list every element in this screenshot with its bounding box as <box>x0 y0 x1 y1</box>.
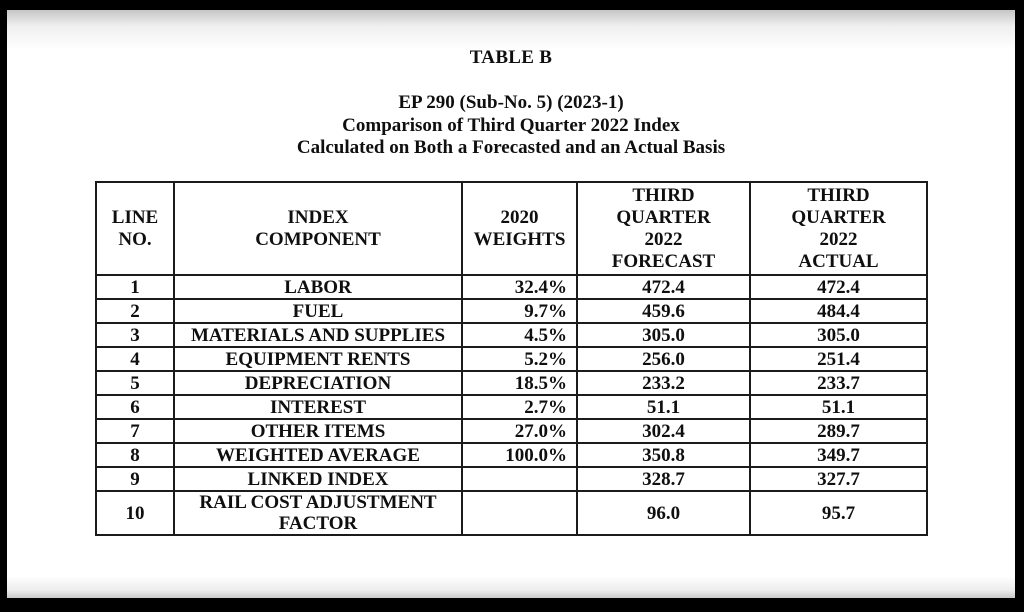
title-line-basis: Calculated on Both a Forecasted and an A… <box>296 137 726 158</box>
cell-forecast: 96.0 <box>576 490 751 536</box>
cell-forecast: 305.0 <box>576 322 751 348</box>
table-row: 2 FUEL 9.7% 459.6 484.4 <box>95 298 928 324</box>
cell-line-no: 5 <box>95 370 175 396</box>
cell-actual: 472.4 <box>749 274 928 300</box>
cell-weight <box>461 466 578 492</box>
header-index-component: INDEX COMPONENT <box>173 181 463 276</box>
cell-forecast: 233.2 <box>576 370 751 396</box>
table-row: 9 LINKED INDEX 328.7 327.7 <box>95 466 928 492</box>
header-line-no: LINE NO. <box>95 181 175 276</box>
cell-forecast: 459.6 <box>576 298 751 324</box>
cell-component: LABOR <box>173 274 463 300</box>
cell-line-no: 9 <box>95 466 175 492</box>
document-title-block: EP 290 (Sub-No. 5) (2023-1) Comparison o… <box>7 92 1015 160</box>
cell-line-no: 3 <box>95 322 175 348</box>
cell-forecast: 256.0 <box>576 346 751 372</box>
header-2020-weights: 2020 WEIGHTS <box>461 181 578 276</box>
cell-weight: 27.0% <box>461 418 578 444</box>
cell-component: WEIGHTED AVERAGE <box>173 442 463 468</box>
table-row: 8 WEIGHTED AVERAGE 100.0% 350.8 349.7 <box>95 442 928 468</box>
cell-line-no: 7 <box>95 418 175 444</box>
cell-line-no: 2 <box>95 298 175 324</box>
table-row: 6 INTEREST 2.7% 51.1 51.1 <box>95 394 928 420</box>
title-line-comparison: Comparison of Third Quarter 2022 Index <box>342 114 680 136</box>
table-row: 1 LABOR 32.4% 472.4 472.4 <box>95 274 928 300</box>
cell-line-no: 8 <box>95 442 175 468</box>
table-row: 4 EQUIPMENT RENTS 5.2% 256.0 251.4 <box>95 346 928 372</box>
cell-line-no: 10 <box>95 490 175 536</box>
header-q3-2022-actual: THIRD QUARTER 2022 ACTUAL <box>749 181 928 276</box>
cell-forecast: 328.7 <box>576 466 751 492</box>
cell-forecast: 472.4 <box>576 274 751 300</box>
title-line-docket: EP 290 (Sub-No. 5) (2023-1) <box>398 92 624 113</box>
table-label: TABLE B <box>469 47 553 68</box>
cell-weight: 2.7% <box>461 394 578 420</box>
cell-weight <box>461 490 578 536</box>
cell-component: FUEL <box>173 298 463 324</box>
cell-weight: 9.7% <box>461 298 578 324</box>
cell-component: LINKED INDEX <box>173 466 463 492</box>
cell-actual: 327.7 <box>749 466 928 492</box>
cell-component: OTHER ITEMS <box>173 418 463 444</box>
table-row: 7 OTHER ITEMS 27.0% 302.4 289.7 <box>95 418 928 444</box>
cell-weight: 5.2% <box>461 346 578 372</box>
cell-weight: 32.4% <box>461 274 578 300</box>
cell-component: RAIL COST ADJUSTMENT FACTOR <box>173 490 463 536</box>
cell-component: EQUIPMENT RENTS <box>173 346 463 372</box>
table-header-row: LINE NO. INDEX COMPONENT 2020 WEIGHTS TH… <box>95 181 928 276</box>
cell-weight: 4.5% <box>461 322 578 348</box>
cell-actual: 251.4 <box>749 346 928 372</box>
cell-actual: 289.7 <box>749 418 928 444</box>
cell-actual: 95.7 <box>749 490 928 536</box>
cell-actual: 349.7 <box>749 442 928 468</box>
cell-actual: 484.4 <box>749 298 928 324</box>
table-row: 10 RAIL COST ADJUSTMENT FACTOR 96.0 95.7 <box>95 490 928 536</box>
cell-weight: 18.5% <box>461 370 578 396</box>
cell-line-no: 1 <box>95 274 175 300</box>
table-row: 5 DEPRECIATION 18.5% 233.2 233.7 <box>95 370 928 396</box>
cell-forecast: 51.1 <box>576 394 751 420</box>
cell-actual: 305.0 <box>749 322 928 348</box>
cell-component: DEPRECIATION <box>173 370 463 396</box>
cell-forecast: 302.4 <box>576 418 751 444</box>
table-row: 3 MATERIALS AND SUPPLIES 4.5% 305.0 305.… <box>95 322 928 348</box>
cell-actual: 233.7 <box>749 370 928 396</box>
header-q3-2022-forecast: THIRD QUARTER 2022 FORECAST <box>576 181 751 276</box>
cell-component: MATERIALS AND SUPPLIES <box>173 322 463 348</box>
cell-component: INTEREST <box>173 394 463 420</box>
cell-line-no: 4 <box>95 346 175 372</box>
cell-actual: 51.1 <box>749 394 928 420</box>
index-comparison-table: LINE NO. INDEX COMPONENT 2020 WEIGHTS TH… <box>95 181 928 536</box>
cell-weight: 100.0% <box>461 442 578 468</box>
document-page: TABLE B EP 290 (Sub-No. 5) (2023-1) Comp… <box>7 10 1015 598</box>
cell-forecast: 350.8 <box>576 442 751 468</box>
cell-line-no: 6 <box>95 394 175 420</box>
